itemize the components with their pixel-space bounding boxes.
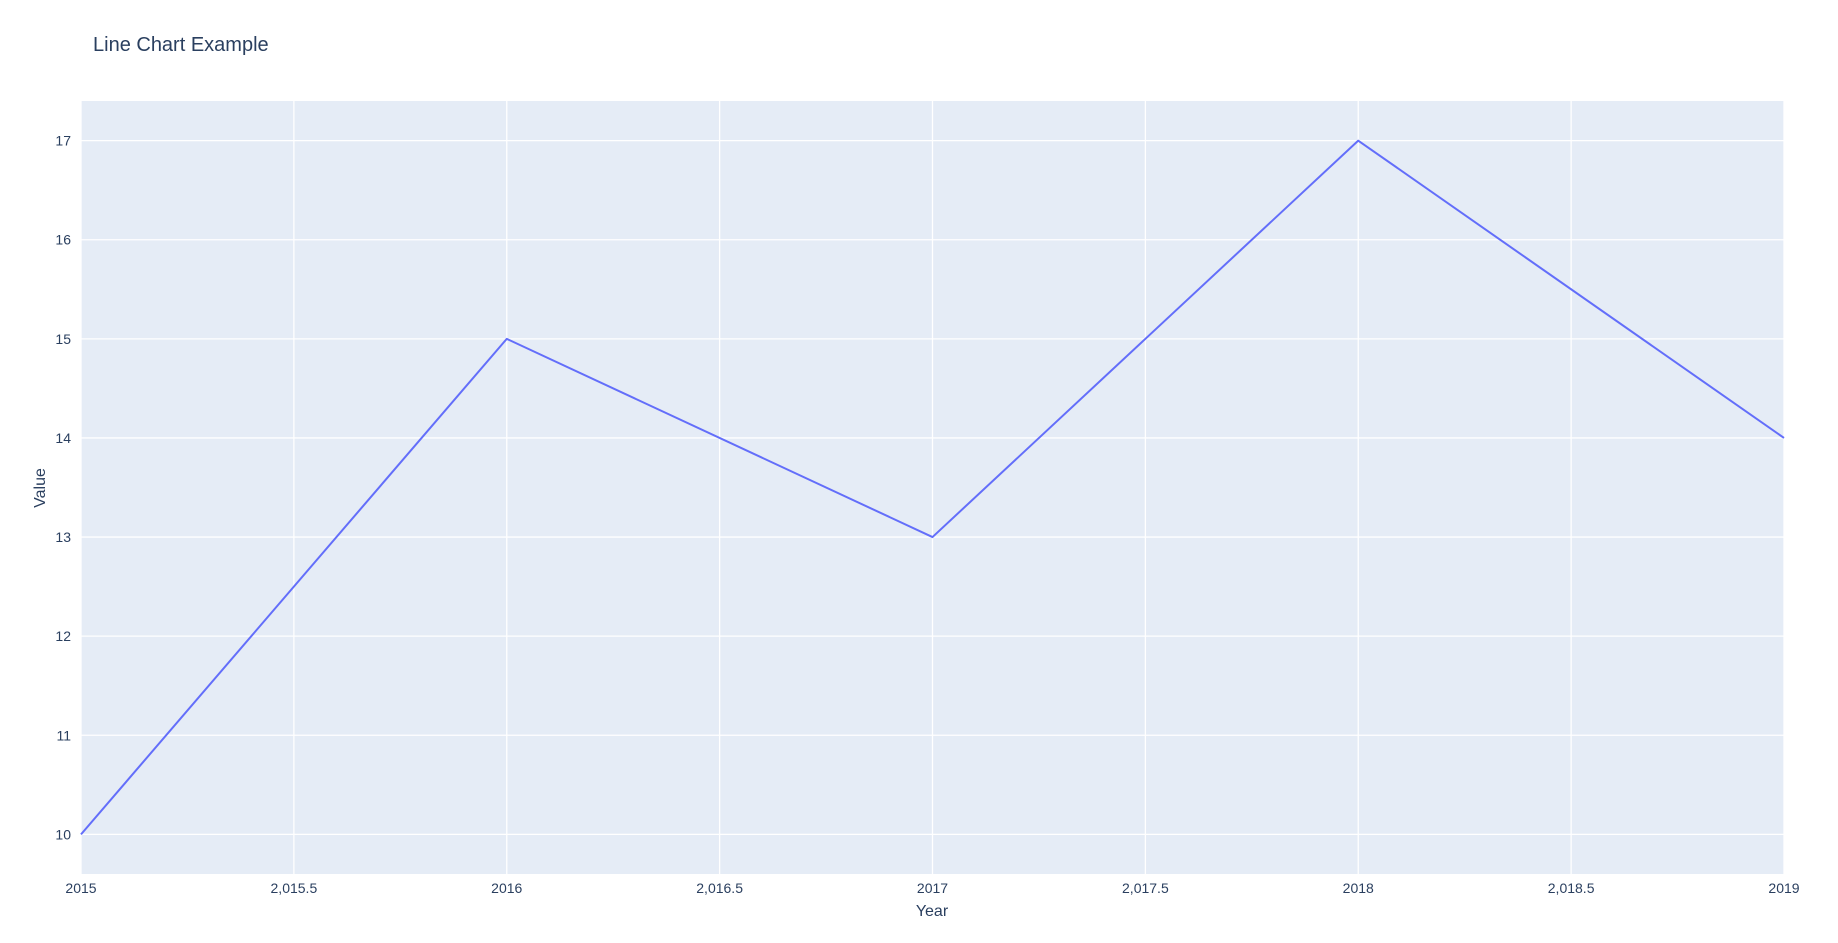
- chart-title: Line Chart Example: [93, 34, 269, 56]
- x-axis-title: Year: [916, 903, 949, 920]
- y-tick-label: 14: [55, 430, 71, 446]
- x-tick-label: 2015: [65, 880, 96, 896]
- x-gridlines: [80, 101, 1785, 874]
- y-tick-label: 12: [55, 628, 71, 644]
- x-tick-label: 2017: [917, 880, 948, 896]
- x-tick-label: 2018: [1343, 880, 1374, 896]
- x-tick-label: 2,016.5: [696, 880, 743, 896]
- x-tick-label: 2,015.5: [271, 880, 318, 896]
- y-axis-title: Value: [32, 468, 49, 508]
- series-layer: [80, 139, 1785, 836]
- y-tick-label: 10: [55, 826, 71, 842]
- x-tick-label: 2,018.5: [1548, 880, 1595, 896]
- x-tick-label: 2016: [491, 880, 522, 896]
- y-tick-labels: 10 11 12 13 14 15 16 17: [55, 133, 71, 843]
- y-tick-label: 17: [55, 133, 71, 149]
- y-tick-label: 11: [56, 727, 71, 743]
- x-tick-labels: 2015 2,015.5 2016 2,016.5 2017 2,017.5 2018 2,0…: [65, 880, 1799, 896]
- y-tick-label: 16: [55, 232, 71, 248]
- y-gridlines: [81, 139, 1784, 836]
- y-tick-label: 13: [55, 529, 71, 545]
- x-tick-label: 2019: [1768, 880, 1799, 896]
- y-tick-label: 15: [55, 331, 71, 347]
- x-tick-label: 2,017.5: [1122, 880, 1169, 896]
